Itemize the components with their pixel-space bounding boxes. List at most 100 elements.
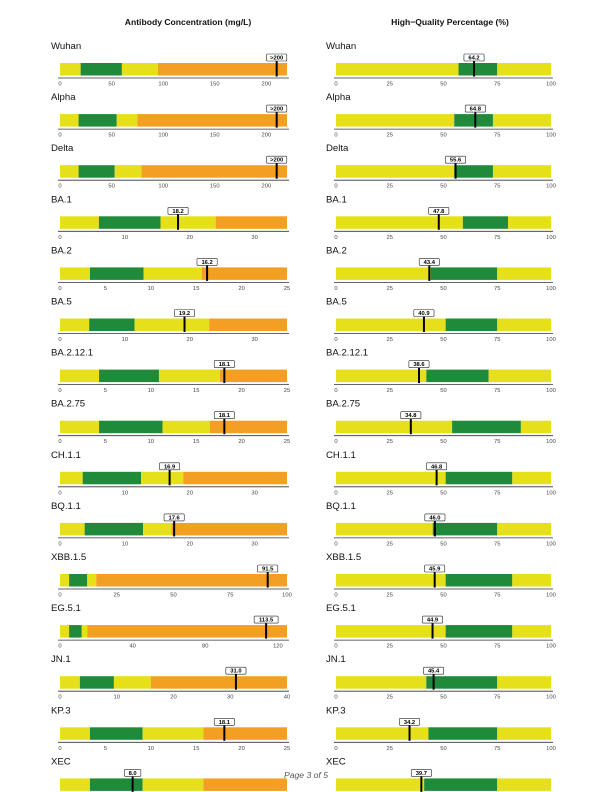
band-mid: [445, 471, 513, 485]
tick-label: 15: [193, 286, 199, 292]
band-mid: [78, 114, 117, 127]
tick-label: 100: [546, 337, 556, 343]
tick-label: 75: [494, 541, 500, 547]
band-low: [336, 727, 429, 740]
tick-label: 100: [546, 286, 556, 292]
band-high: [158, 63, 287, 76]
value-label: 18.1: [219, 413, 231, 419]
tick-label: 50: [440, 593, 446, 599]
band-low: [336, 574, 446, 587]
value-label-box: [445, 155, 466, 164]
row-label: Delta: [51, 143, 74, 154]
tick-label: 10: [122, 235, 128, 241]
band-low: [60, 574, 70, 587]
tick-label: 100: [546, 746, 556, 752]
band-low: [336, 778, 425, 791]
tick-label: 75: [494, 286, 500, 292]
tick-label: 0: [58, 337, 61, 343]
tick-label: 75: [494, 746, 500, 752]
tick-label: 30: [251, 337, 257, 343]
value-label-box: [413, 309, 435, 317]
band-high: [203, 778, 287, 791]
tick-label: 200: [262, 184, 272, 190]
band-low: [87, 574, 97, 587]
tick-label: 0: [58, 439, 61, 445]
tick-label: 10: [122, 337, 128, 343]
tick-label: 20: [238, 439, 244, 445]
tick-label: 50: [108, 133, 114, 139]
band-high: [141, 165, 287, 178]
value-label-box: [463, 53, 485, 62]
tick-label: 0: [58, 286, 61, 292]
tick-label: 200: [262, 133, 272, 139]
band-mid: [430, 267, 498, 280]
row-label: JN.1: [326, 654, 346, 665]
tick-label: 10: [148, 439, 154, 445]
value-label-box: [426, 462, 448, 471]
band-mid: [454, 165, 493, 178]
band-low: [60, 420, 100, 434]
band-low: [143, 522, 172, 536]
tick-label: 25: [387, 644, 393, 650]
row-label: BA.2.12.1: [326, 348, 368, 359]
tick-label: 100: [546, 235, 556, 241]
tick-label: 10: [148, 286, 154, 292]
row-label: XEC: [51, 756, 71, 767]
tick-label: 0: [334, 82, 337, 88]
value-label: 16.9: [164, 464, 176, 470]
tick-label: 100: [546, 490, 556, 496]
tick-label: 30: [251, 490, 257, 496]
tick-label: 5: [104, 388, 107, 394]
band-high: [209, 420, 287, 434]
value-label-box: [428, 207, 450, 215]
band-high: [209, 318, 287, 331]
tick-label: 80: [202, 644, 208, 650]
band-low: [113, 676, 151, 689]
tick-label: 100: [546, 388, 556, 394]
tick-label: 0: [58, 541, 61, 547]
band-mid: [99, 369, 159, 383]
band-low: [336, 522, 433, 536]
band-mid: [78, 165, 115, 178]
tick-label: 120: [273, 644, 283, 650]
tick-label: 10: [122, 490, 128, 496]
value-label: 18.1: [219, 362, 231, 368]
tick-label: 50: [440, 82, 446, 88]
band-mid: [426, 369, 489, 383]
band-low: [134, 318, 210, 331]
band-low: [114, 165, 142, 178]
band-mid: [69, 574, 88, 587]
row-label: CH.1.1: [326, 450, 356, 461]
tick-label: 50: [440, 695, 446, 701]
tick-label: 50: [440, 388, 446, 394]
band-low: [60, 727, 90, 740]
tick-label: 25: [387, 184, 393, 190]
left-chart-title: Antibody Concentration (mg/L): [124, 17, 252, 27]
value-label-box: [213, 411, 235, 420]
tick-label: 20: [238, 286, 244, 292]
tick-label: 0: [58, 388, 61, 394]
tick-label: 50: [440, 439, 446, 445]
tick-label: 50: [440, 541, 446, 547]
tick-label: 75: [494, 695, 500, 701]
row-label: Wuhan: [51, 41, 81, 52]
tick-label: 50: [440, 133, 446, 139]
value-label-box: [424, 513, 446, 522]
tick-label: 25: [387, 337, 393, 343]
band-high: [137, 114, 287, 127]
row-label: BA.2.12.1: [51, 348, 93, 359]
tick-label: 0: [334, 695, 337, 701]
value-label: 8.0: [129, 771, 137, 777]
tick-label: 100: [546, 133, 556, 139]
band-high: [203, 727, 287, 740]
band-low: [162, 420, 210, 434]
value-label-box: [174, 309, 195, 317]
value-label-box: [159, 462, 181, 471]
tick-label: 75: [494, 133, 500, 139]
value-label: 47.8: [433, 209, 445, 215]
band-low: [60, 676, 80, 689]
value-label-box: [422, 615, 443, 624]
tick-label: 0: [58, 695, 61, 701]
band-low: [60, 165, 79, 178]
value-label-box: [257, 564, 279, 573]
